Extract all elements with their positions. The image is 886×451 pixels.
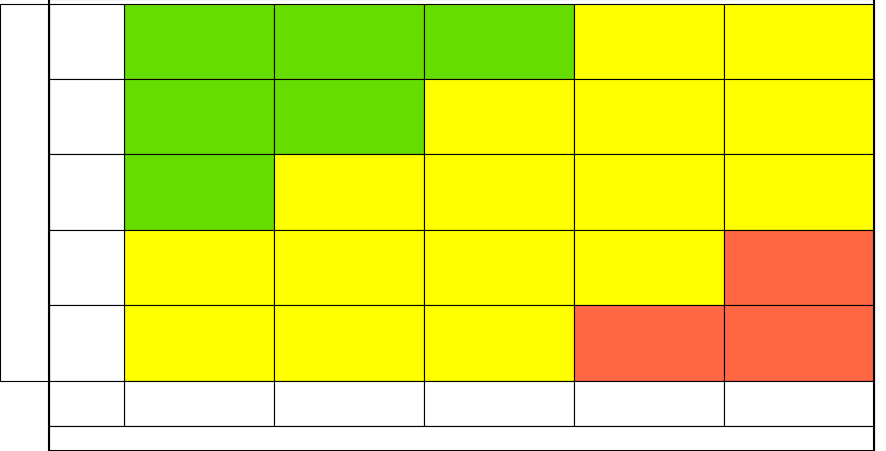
Text: Høy: Høy xyxy=(76,264,97,272)
Text: Lav betydning: Lav betydning xyxy=(163,399,235,408)
Text: Høy betydning: Høy betydning xyxy=(761,399,835,408)
Text: Lav betydning: Lav betydning xyxy=(51,38,122,46)
Text: Lav: Lav xyxy=(339,399,358,408)
Text: Middels: Middels xyxy=(66,189,106,197)
Text: Høy betydning: Høy betydning xyxy=(50,339,123,348)
Text: Konflikt og
dårlig kommunikasjons-
kultur på byggeplass,
Ill vilje i
underentrep: Konflikt og dårlig kommunikasjons- kultu… xyxy=(462,166,535,219)
Text: sluring bo
Mangelfulle slyting: sluring bo Mangelfulle slyting xyxy=(616,338,680,349)
Text: Lav: Lav xyxy=(77,113,96,122)
Text: emne-11 - styrelsene
ikke tilstrekkelig: emne-11 - styrelsene ikke tilstrekkelig xyxy=(617,188,680,198)
Text: Høy: Høy xyxy=(638,399,658,408)
Text: Mangelfulle
økonomiske ressurser
Nøkkelressurser
trekkes ut: Mangelfulle økonomiske ressurser Nøkkelr… xyxy=(466,257,531,279)
Text: Konsekvens: Konsekvens xyxy=(409,431,512,446)
Text: Middels: Middels xyxy=(478,399,518,408)
Text: Mangelfulle
bonuspolitikk slyting
bu løsabel Mangelfulle
slyting: Mangelfulle bonuspolitikk slyting bu løs… xyxy=(465,332,532,354)
Text: Sannsynlighet: Sannsynlighet xyxy=(17,132,32,254)
Text: tadre
Nøkkelabgerson: tadre Nøkkelabgerson xyxy=(625,263,672,273)
